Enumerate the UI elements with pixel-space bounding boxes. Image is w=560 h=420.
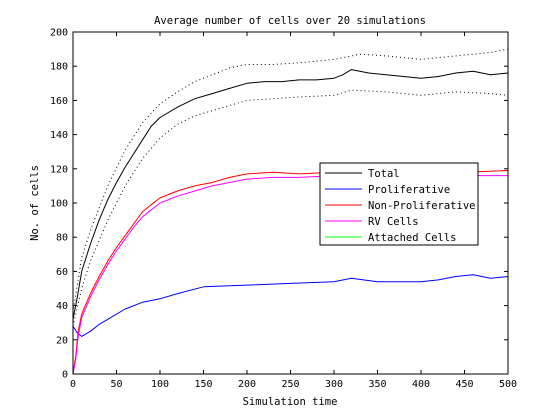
y-tick-label: 60 <box>56 267 68 278</box>
y-tick-label: 40 <box>56 301 68 312</box>
y-tick-label: 200 <box>50 28 68 39</box>
x-tick-label: 50 <box>110 379 122 390</box>
series-line-dotted-bound <box>72 48 509 313</box>
y-tick-label: 140 <box>50 130 68 141</box>
x-tick-label: 100 <box>151 379 169 390</box>
legend: Total Proliferative Non-Proliferative RV Ce… <box>319 162 479 246</box>
series-layer <box>72 48 509 375</box>
legend-box <box>319 162 479 246</box>
series-line-proliferative <box>72 274 509 337</box>
x-tick-label: 300 <box>325 379 343 390</box>
y-tick-label: 0 <box>62 370 68 381</box>
x-tick-label: 250 <box>281 379 299 390</box>
legend-entry-label: Total <box>368 168 400 180</box>
x-tick-label: 400 <box>412 379 430 390</box>
series-line-dotted-bound <box>72 89 509 327</box>
x-axis-label: Simulation time <box>243 396 338 408</box>
y-axis-label: No. of cells <box>29 165 41 241</box>
x-tick-label: 500 <box>499 379 517 390</box>
y-tick-label: 80 <box>56 233 68 244</box>
x-tick-label: 350 <box>368 379 386 390</box>
x-tick-label: 0 <box>70 379 76 390</box>
series-line-total <box>72 69 509 320</box>
y-tick-label: 100 <box>50 199 68 210</box>
y-tick-label: 160 <box>50 96 68 107</box>
y-tick-label: 20 <box>56 335 68 346</box>
x-tick-label: 150 <box>194 379 212 390</box>
ticks-layer: 0 50 100 150 200 250 300 350 400 450 500 0 20 40 60 80 1… <box>50 28 517 391</box>
legend-entry-label: Non-Proliferative <box>368 200 475 212</box>
legend-entry-label: Proliferative <box>368 184 450 196</box>
legend-entry-label: Attached Cells <box>368 232 457 244</box>
legend-items: Total Proliferative Non-Proliferative RV Ce… <box>325 168 475 244</box>
y-tick-label: 120 <box>50 164 68 175</box>
x-tick-label: 200 <box>238 379 256 390</box>
y-tick-label: 180 <box>50 62 68 73</box>
legend-entry-label: RV Cells <box>368 216 419 228</box>
chart-title: Average number of cells over 20 simulati… <box>154 15 426 27</box>
x-tick-label: 450 <box>455 379 473 390</box>
